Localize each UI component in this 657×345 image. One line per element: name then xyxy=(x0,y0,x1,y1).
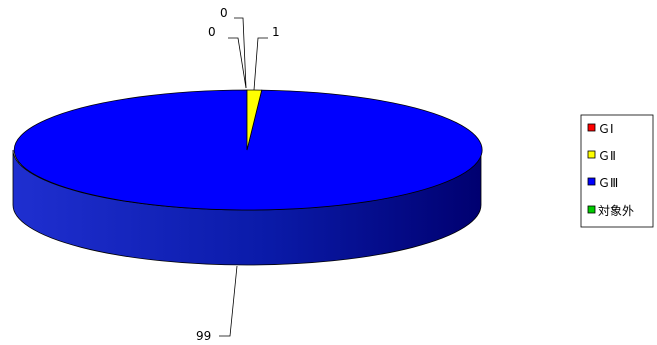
leader-line-g1 xyxy=(234,17,247,89)
legend-swatch-g2 xyxy=(587,150,596,159)
legend-label-g2: ＧⅡ xyxy=(598,149,616,163)
legend-swatch-g3 xyxy=(587,177,596,186)
legend-label-g3: ＧⅢ xyxy=(598,176,618,190)
leader-line-g3 xyxy=(219,265,238,337)
data-label-g3: 99 xyxy=(196,329,211,343)
leader-line-g2 xyxy=(253,37,268,91)
data-label-g1: 0 xyxy=(220,6,228,20)
legend-label-other: 対象外 xyxy=(598,204,634,218)
leader-line-other xyxy=(228,37,247,89)
legend-label-g1: ＧⅠ xyxy=(598,122,614,136)
legend: ＧⅠ ＧⅡ ＧⅢ 対象外 xyxy=(580,114,654,228)
data-label-other: 0 xyxy=(208,25,216,39)
pie-slice-g3 xyxy=(13,89,483,211)
legend-swatch-g1 xyxy=(587,123,596,132)
legend-swatch-other xyxy=(587,205,596,214)
data-label-g2: 1 xyxy=(272,25,280,39)
